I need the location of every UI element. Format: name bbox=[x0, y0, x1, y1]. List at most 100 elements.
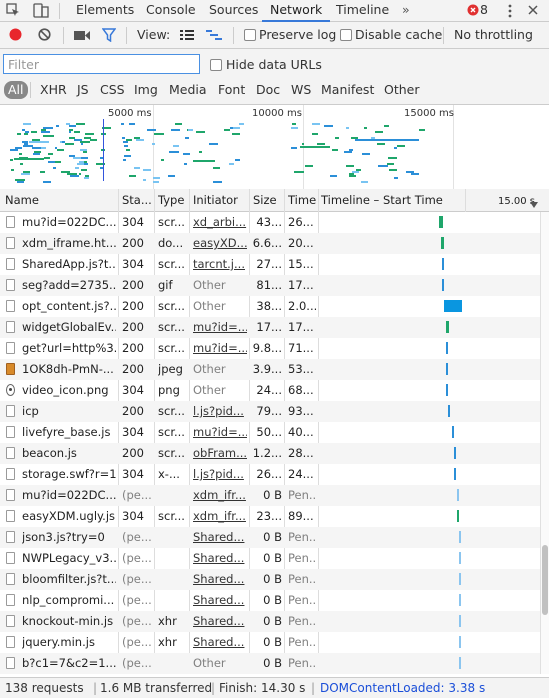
tab-network[interactable]: Network bbox=[262, 0, 331, 22]
preserve-log-checkbox[interactable] bbox=[244, 29, 256, 41]
overview-request-mark bbox=[377, 143, 386, 145]
table-row[interactable]: b?c1=7&c2=1... (pe... Other 0 B Pen... bbox=[0, 653, 549, 674]
overview-request-mark bbox=[134, 137, 141, 139]
record-icon[interactable] bbox=[9, 28, 22, 41]
filter-type-img[interactable]: Img bbox=[134, 82, 158, 97]
large-rows-icon[interactable] bbox=[180, 29, 194, 41]
scrollbar-thumb[interactable] bbox=[542, 545, 548, 615]
request-initiator[interactable]: Shared... bbox=[193, 593, 245, 607]
filter-type-js[interactable]: JS bbox=[77, 82, 89, 97]
column-timeline[interactable]: Timeline – Start Time bbox=[321, 193, 443, 207]
table-row[interactable]: knockout-min.js (pe... xhr Shared... 0 B Pen.… bbox=[0, 611, 549, 632]
disable-cache-checkbox[interactable] bbox=[340, 29, 352, 41]
table-row[interactable]: beacon.js 200 scr... obFram... 1.2... 28... bbox=[0, 443, 549, 464]
clear-icon[interactable] bbox=[38, 28, 51, 41]
table-row[interactable]: storage.swf?r=1 304 x-... l.js?pid... 26... 2… bbox=[0, 464, 549, 485]
table-row[interactable]: icp 200 scr... l.js?pid... 79... 93... bbox=[0, 401, 549, 422]
table-row[interactable]: mu?id=022DC... 304 scr... xd_arbi... 43... 26… bbox=[0, 212, 549, 233]
filter-icon[interactable] bbox=[101, 28, 117, 43]
request-initiator[interactable]: easyXD... bbox=[193, 236, 247, 250]
requests-scrollbar[interactable] bbox=[540, 212, 549, 674]
inspect-element-icon[interactable] bbox=[6, 3, 20, 17]
request-initiator[interactable]: xdm_ifr... bbox=[193, 509, 246, 523]
tab-console[interactable]: Console bbox=[146, 2, 196, 17]
filter-type-ws[interactable]: WS bbox=[291, 82, 312, 97]
table-row[interactable]: bloomfilter.js?t... (pe... Shared... 0 B Pen… bbox=[0, 569, 549, 590]
table-row[interactable]: mu?id=022DC... (pe... xdm_ifr... 0 B Pen... bbox=[0, 485, 549, 506]
request-initiator[interactable]: Shared... bbox=[193, 551, 245, 565]
overview-request-mark bbox=[334, 137, 339, 139]
request-initiator[interactable]: tarcnt.j... bbox=[193, 257, 245, 271]
hide-data-urls-checkbox[interactable] bbox=[210, 59, 222, 71]
request-initiator[interactable]: Shared... bbox=[193, 572, 245, 586]
request-initiator[interactable]: l.js?pid... bbox=[193, 404, 244, 418]
error-icon[interactable] bbox=[467, 4, 479, 16]
timeline-tick-15s: 15.00 s bbox=[498, 196, 536, 207]
overview-request-mark bbox=[230, 127, 234, 129]
more-options-icon[interactable] bbox=[508, 4, 512, 18]
capture-screenshots-icon[interactable] bbox=[74, 30, 90, 41]
tab-sources[interactable]: Sources bbox=[209, 2, 259, 17]
tab-timeline[interactable]: Timeline bbox=[336, 2, 390, 17]
table-row[interactable]: SharedApp.js?t... 304 scr... tarcnt.j... 27.… bbox=[0, 254, 549, 275]
table-row[interactable]: video_icon.png 304 png Other 24... 68... bbox=[0, 380, 549, 401]
request-initiator[interactable]: mu?id=... bbox=[193, 341, 247, 355]
table-row[interactable]: NWPLegacy_v3... (pe... Shared... 0 B Pen... bbox=[0, 548, 549, 569]
table-row[interactable]: json3.js?try=0 (pe... Shared... 0 B Pen... bbox=[0, 527, 549, 548]
request-initiator[interactable]: Shared... bbox=[193, 635, 245, 649]
filter-type-font[interactable]: Font bbox=[218, 82, 246, 97]
request-initiator[interactable]: mu?id=... bbox=[193, 320, 247, 334]
column-type[interactable]: Type bbox=[158, 193, 185, 207]
request-time: Pen... bbox=[288, 635, 316, 649]
request-initiator[interactable]: Shared... bbox=[193, 614, 245, 628]
table-row[interactable]: livefyre_base.js 304 scr... mu?id=... 50... 4… bbox=[0, 422, 549, 443]
filter-type-doc[interactable]: Doc bbox=[256, 82, 281, 97]
waterfall-bar bbox=[439, 216, 444, 228]
table-row[interactable]: easyXDM.ugly.js 304 scr... xdm_ifr... 23... 8… bbox=[0, 506, 549, 527]
request-initiator[interactable]: mu?id=... bbox=[193, 425, 247, 439]
status-separator: | bbox=[311, 681, 316, 695]
filter-type-css[interactable]: CSS bbox=[100, 82, 125, 97]
filter-type-xhr[interactable]: XHR bbox=[40, 82, 67, 97]
tab-elements[interactable]: Elements bbox=[76, 2, 135, 17]
filter-type-media[interactable]: Media bbox=[169, 82, 207, 97]
column-size[interactable]: Size bbox=[253, 193, 277, 207]
preserve-log-label[interactable]: Preserve log bbox=[259, 27, 337, 42]
filter-type-other[interactable]: Other bbox=[384, 82, 420, 97]
more-tabs-button[interactable]: » bbox=[402, 2, 410, 17]
waterfall-bar bbox=[453, 447, 456, 459]
table-row[interactable]: get?url=http%3... 200 scr... mu?id=... 9.8..… bbox=[0, 338, 549, 359]
request-time: 26... bbox=[288, 215, 314, 229]
table-row[interactable]: xdm_iframe.ht... 200 do... easyXD... 6.6... 2… bbox=[0, 233, 549, 254]
request-initiator[interactable]: xdm_ifr... bbox=[193, 488, 246, 502]
column-time[interactable]: Time bbox=[288, 193, 317, 207]
sort-descending-icon[interactable] bbox=[530, 197, 538, 208]
request-initiator[interactable]: l.js?pid... bbox=[193, 467, 244, 481]
request-time: Pen... bbox=[288, 551, 316, 565]
waterfall-overview-icon[interactable] bbox=[206, 29, 222, 41]
device-mode-icon[interactable] bbox=[33, 3, 49, 18]
overview-request-mark bbox=[238, 123, 245, 125]
close-devtools-icon[interactable] bbox=[527, 4, 539, 16]
column-status[interactable]: Sta... bbox=[122, 193, 152, 207]
disable-cache-label[interactable]: Disable cache bbox=[355, 27, 443, 42]
table-row[interactable]: widgetGlobalEv... 200 scr... mu?id=... 17...… bbox=[0, 317, 549, 338]
table-row[interactable]: opt_content.js?... 200 scr... Other 38... 2.0… bbox=[0, 296, 549, 317]
request-initiator[interactable]: Shared... bbox=[193, 530, 245, 544]
column-initiator[interactable]: Initiator bbox=[193, 193, 238, 207]
request-initiator[interactable]: obFram... bbox=[193, 446, 247, 460]
filter-type-manifest[interactable]: Manifest bbox=[321, 82, 375, 97]
throttling-select[interactable]: No throttling bbox=[454, 27, 533, 42]
network-overview[interactable]: 5000 ms 10000 ms 15000 ms bbox=[0, 105, 549, 190]
filter-input[interactable] bbox=[3, 54, 200, 74]
filter-type-all[interactable]: All bbox=[4, 81, 28, 99]
table-row[interactable]: jquery.min.js (pe... xhr Shared... 0 B Pen... bbox=[0, 632, 549, 653]
column-name[interactable]: Name bbox=[5, 193, 39, 207]
hide-data-urls-label[interactable]: Hide data URLs bbox=[226, 57, 322, 72]
table-row[interactable]: seg?add=2735... 200 gif Other 81... 17... bbox=[0, 275, 549, 296]
overview-request-mark bbox=[84, 137, 92, 139]
table-row[interactable]: 1OK8dh-PmN-... 200 jpeg Other 3.9... 53... bbox=[0, 359, 549, 380]
table-row[interactable]: nlp_compromi... (pe... Shared... 0 B Pen... bbox=[0, 590, 549, 611]
error-count[interactable]: 8 bbox=[480, 2, 488, 17]
request-initiator[interactable]: xd_arbi... bbox=[193, 215, 247, 229]
